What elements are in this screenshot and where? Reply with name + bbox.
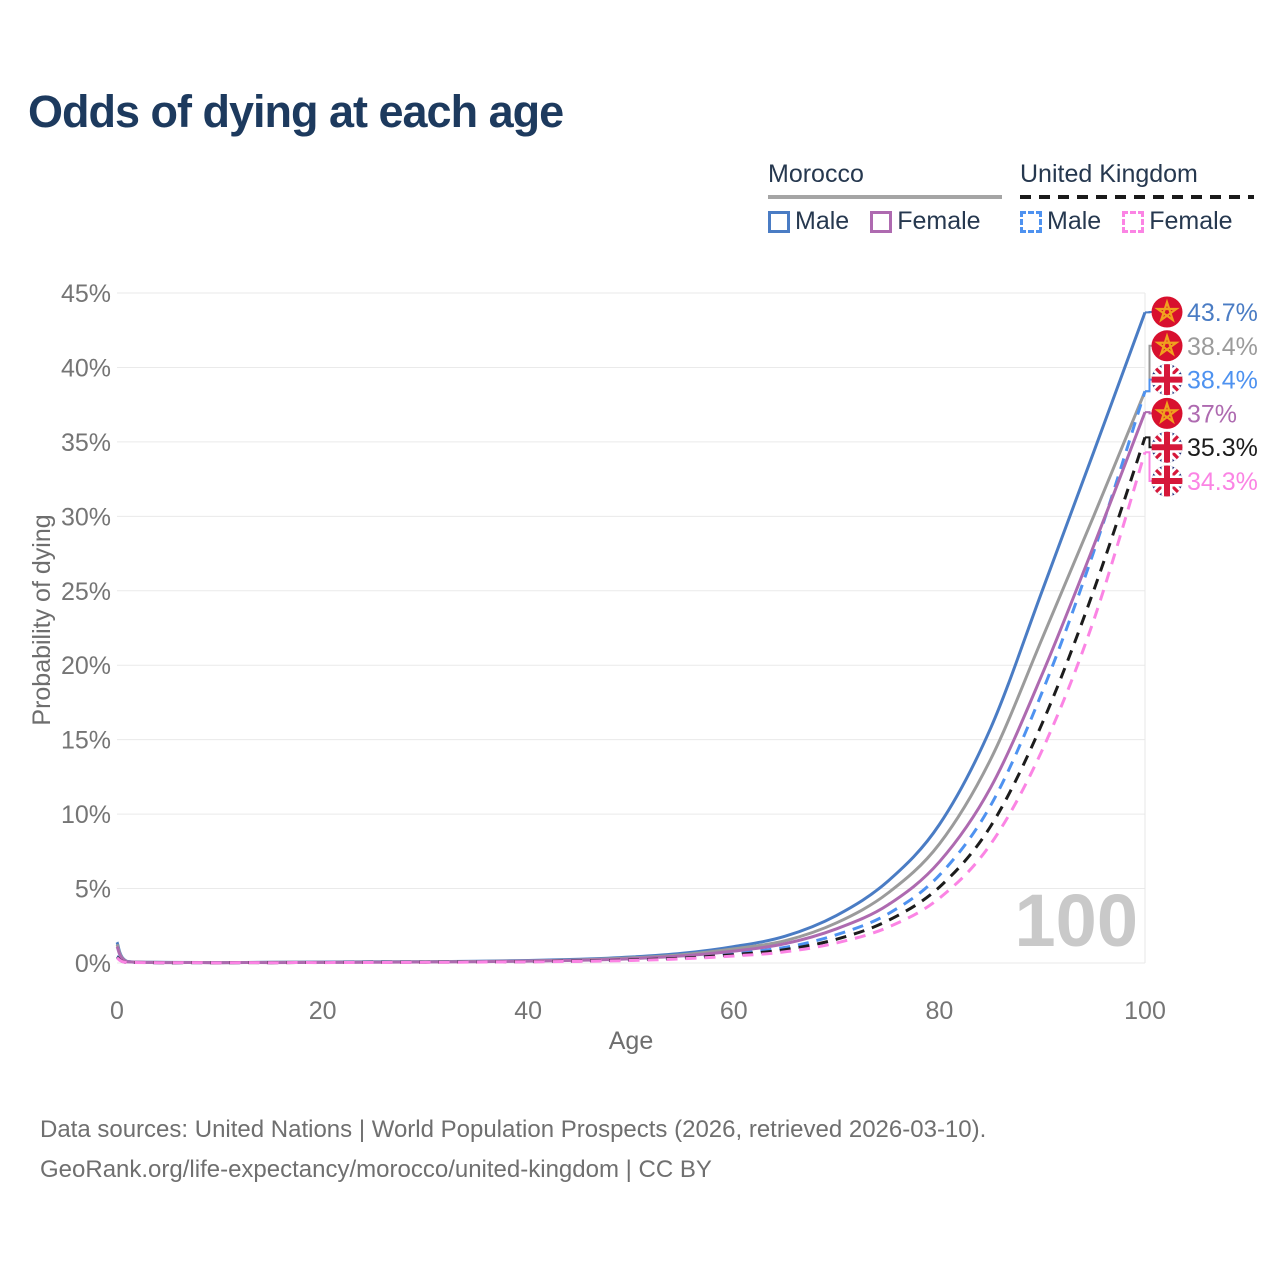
series-line-morocco-female [117,412,1145,963]
x-tick-label: 80 [925,997,953,1025]
uk-flag-icon [1151,431,1183,463]
x-tick-label: 100 [1124,997,1166,1025]
attribution-line: GeoRank.org/life-expectancy/morocco/unit… [40,1150,1240,1190]
x-tick-label: 40 [514,997,542,1025]
y-tick-label: 10% [61,801,111,829]
morocco-flag-icon [1152,398,1183,429]
series-line-united-kingdom-female [117,452,1145,963]
y-tick-label: 45% [61,280,111,308]
uk-flag-icon [1151,364,1183,396]
end-value-label-united-kingdom-female: 34.3% [1187,468,1258,496]
end-value-label-morocco: 38.4% [1187,333,1258,361]
y-tick-label: 25% [61,578,111,606]
y-tick-label: 35% [61,429,111,457]
series-line-united-kingdom-male [117,391,1145,963]
y-tick-label: 40% [61,354,111,382]
end-value-label-morocco-female: 37% [1187,400,1237,428]
y-tick-label: 0% [75,950,111,978]
x-tick-label: 60 [720,997,748,1025]
y-tick-label: 5% [75,876,111,904]
end-value-label-united-kingdom: 35.3% [1187,434,1258,462]
uk-flag-icon [1151,465,1183,497]
y-tick-label: 15% [61,727,111,755]
age-watermark: 100 [1015,879,1138,962]
y-axis-title: Probability of dying [28,514,56,725]
x-axis-title: Age [609,1027,653,1055]
x-tick-label: 20 [309,997,337,1025]
data-source-line: Data sources: United Nations | World Pop… [40,1110,1240,1150]
series-line-morocco [117,391,1145,962]
y-tick-label: 20% [61,652,111,680]
morocco-flag-icon [1152,297,1183,328]
x-tick-label: 0 [110,997,124,1025]
end-value-label-united-kingdom-male: 38.4% [1187,367,1258,395]
series-line-morocco-male [117,312,1145,962]
end-value-label-morocco-male: 43.7% [1187,299,1258,327]
footer: Data sources: United Nations | World Pop… [40,1110,1240,1190]
morocco-flag-icon [1152,330,1183,361]
y-tick-label: 30% [61,503,111,531]
